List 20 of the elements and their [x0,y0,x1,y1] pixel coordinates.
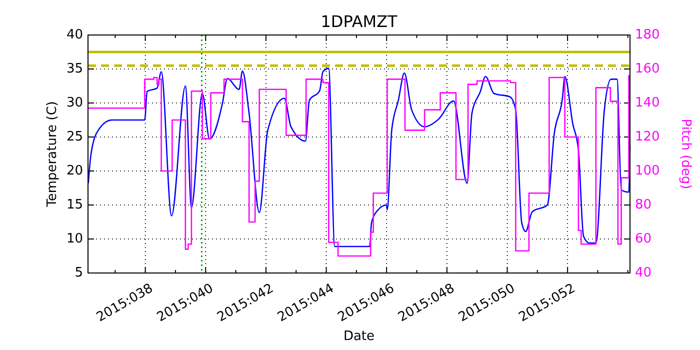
y2-tick-label: 180 [635,28,660,42]
y-tick-label: 10 [66,232,83,246]
y-tick-label: 20 [66,164,83,178]
y2-tick-label: 140 [635,96,660,110]
x-axis-title: Date [343,329,375,344]
y2-tick-label: 160 [635,62,660,76]
y2-tick-label: 80 [635,198,652,212]
y-tick-label: 30 [66,96,83,110]
chart-title: 1DPAMZT [320,12,398,31]
y-tick-label: 35 [66,62,83,76]
y2-tick-label: 120 [635,130,660,144]
y-tick-label: 25 [66,130,83,144]
y2-tick-label: 40 [635,266,652,280]
y2-tick-label: 60 [635,232,652,246]
y2-tick-label: 100 [635,164,660,178]
y-tick-label: 5 [74,266,83,280]
y-tick-label: 40 [66,28,83,42]
y-tick-label: 15 [66,198,83,212]
y2-axis-title: Pitch (deg) [678,118,693,190]
y-axis-title: Temperature (C) [45,101,60,208]
